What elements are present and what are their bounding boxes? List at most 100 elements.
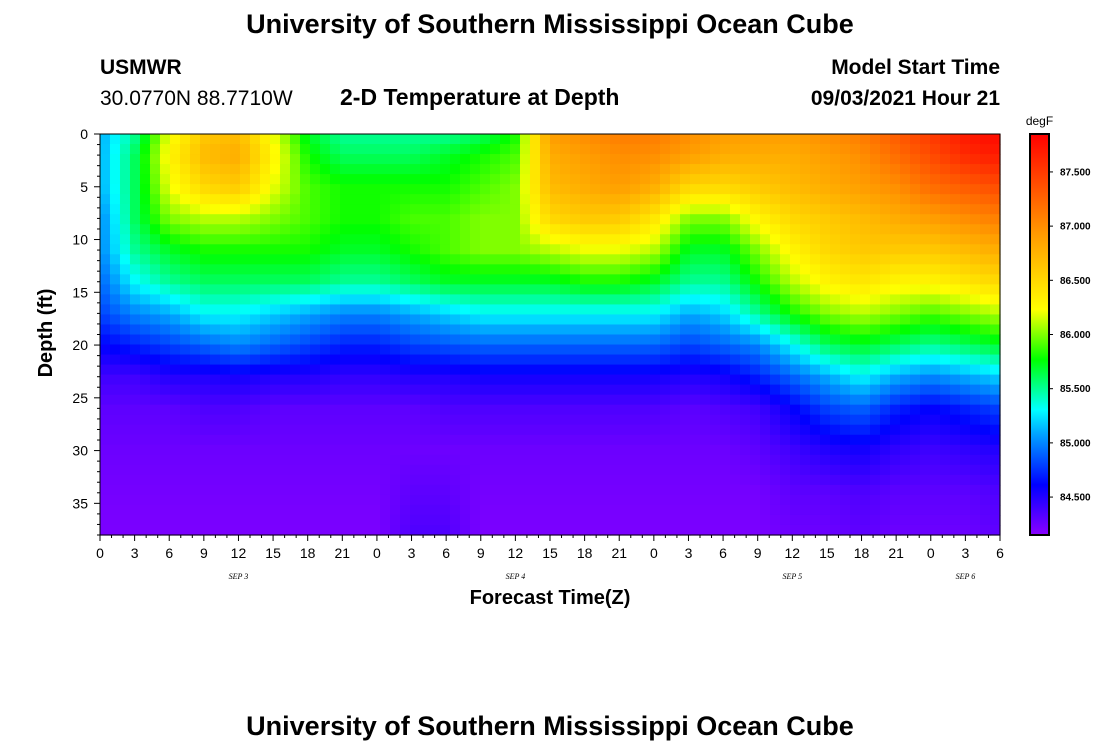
heatmap-cell [850, 324, 861, 336]
heatmap-cell [160, 454, 171, 466]
heatmap-cell [670, 484, 681, 496]
heatmap-cell [720, 254, 731, 265]
heatmap-cell [960, 334, 971, 346]
heatmap-cell [200, 314, 211, 326]
heatmap-cell [820, 244, 831, 255]
heatmap-cell [380, 274, 391, 285]
heatmap-cell [770, 324, 781, 336]
heatmap-cell [600, 264, 611, 275]
heatmap-cell [830, 374, 841, 386]
heatmap-cell [590, 464, 601, 476]
heatmap-cell [790, 404, 801, 416]
heatmap-cell [650, 524, 661, 536]
x-tick-label: 6 [996, 545, 1004, 561]
heatmap-cell [840, 364, 851, 376]
heatmap-cell [840, 434, 851, 446]
heatmap-cell [550, 224, 561, 235]
heatmap-cell [540, 454, 551, 466]
heatmap-cell [840, 464, 851, 476]
heatmap-cell [550, 394, 561, 406]
heatmap-cell [260, 224, 271, 235]
heatmap-cell [170, 144, 181, 155]
heatmap-cell [270, 274, 281, 285]
heatmap-cell [410, 484, 421, 496]
heatmap-cell [250, 494, 261, 506]
heatmap-cell [670, 354, 681, 366]
heatmap-cell [460, 274, 471, 285]
heatmap-cell [260, 424, 271, 436]
heatmap-cell [890, 394, 901, 406]
heatmap-cell [320, 444, 331, 456]
heatmap-cell [150, 294, 161, 306]
heatmap-cell [500, 484, 511, 496]
heatmap-cell [690, 284, 701, 296]
heatmap-cell [180, 304, 191, 316]
heatmap-cell [120, 134, 131, 145]
heatmap-cell [120, 514, 131, 526]
heatmap-cell [290, 514, 301, 526]
heatmap-cell [180, 334, 191, 346]
heatmap-cell [670, 444, 681, 456]
heatmap-cell [990, 234, 1001, 245]
y-tick-label: 30 [72, 443, 88, 459]
heatmap-cell [220, 414, 231, 426]
heatmap-cell [420, 514, 431, 526]
heatmap-cell [490, 204, 501, 215]
heatmap-cell [430, 194, 441, 205]
heatmap-cell [780, 374, 791, 386]
heatmap-cell [690, 494, 701, 506]
heatmap-cell [630, 494, 641, 506]
heatmap-cell [990, 524, 1001, 536]
heatmap-cell [690, 514, 701, 526]
heatmap-cell [230, 354, 241, 366]
heatmap-cell [240, 174, 251, 185]
heatmap-cell [670, 174, 681, 185]
heatmap-cell [700, 224, 711, 235]
heatmap-cell [490, 144, 501, 155]
heatmap-cell [930, 204, 941, 215]
heatmap-cell [730, 504, 741, 516]
heatmap-cell [430, 274, 441, 285]
heatmap-cell [700, 334, 711, 346]
heatmap-cell [460, 184, 471, 195]
heatmap-cell [450, 434, 461, 446]
heatmap-cell [610, 354, 621, 366]
heatmap-cell [430, 154, 441, 165]
heatmap-cell [640, 314, 651, 326]
heatmap-cell [380, 134, 391, 145]
heatmap-cell [640, 344, 651, 356]
heatmap-cell [730, 314, 741, 326]
heatmap-cell [940, 214, 951, 225]
heatmap-cell [880, 474, 891, 486]
heatmap-cell [250, 164, 261, 175]
x-tick-label: 6 [442, 545, 450, 561]
heatmap-cell [850, 474, 861, 486]
heatmap-cell [210, 364, 221, 376]
heatmap-cell [990, 144, 1001, 155]
heatmap-cell [770, 144, 781, 155]
heatmap-cell [720, 474, 731, 486]
heatmap-cell [550, 184, 561, 195]
heatmap-cell [460, 424, 471, 436]
heatmap-cell [600, 214, 611, 225]
heatmap-cell [250, 264, 261, 275]
heatmap-cell [700, 194, 711, 205]
heatmap-cell [430, 474, 441, 486]
heatmap-cell [280, 254, 291, 265]
heatmap-cell [860, 194, 871, 205]
heatmap-cell [800, 304, 811, 316]
heatmap-cell [770, 274, 781, 285]
heatmap-cell [220, 234, 231, 245]
heatmap-cell [900, 324, 911, 336]
heatmap-cell [380, 454, 391, 466]
heatmap-cell [850, 204, 861, 215]
heatmap-cell [450, 394, 461, 406]
heatmap-cell [530, 494, 541, 506]
heatmap-cell [380, 204, 391, 215]
heatmap-cell [950, 184, 961, 195]
heatmap-cell [120, 374, 131, 386]
heatmap-cell [670, 314, 681, 326]
heatmap-cell [810, 464, 821, 476]
heatmap-cell [190, 264, 201, 275]
heatmap-cell [300, 434, 311, 446]
